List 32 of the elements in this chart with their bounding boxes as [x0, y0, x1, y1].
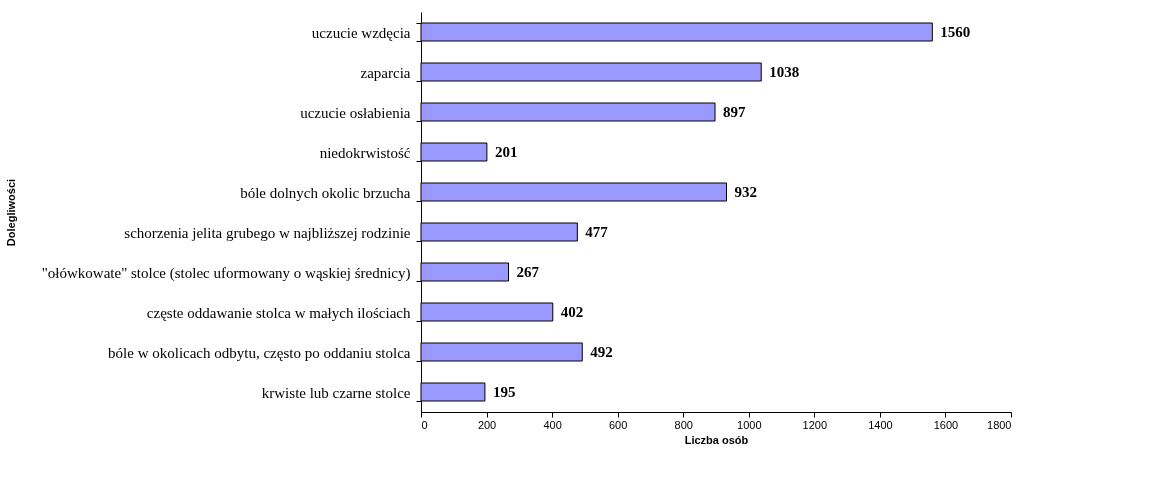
- data-label: 195: [492, 384, 516, 400]
- y-tick-label: zaparcia: [360, 64, 411, 81]
- x-tick-label: 1800: [987, 418, 1012, 431]
- x-tick-label: 800: [674, 418, 693, 431]
- y-tick-label: "ołówkowate" stolce (stolec uformowany o wąskiej średnicy): [41, 264, 411, 282]
- y-tick-label: bóle dolnych okolic brzucha: [240, 184, 411, 201]
- y-tick-label: uczucie osłabienia: [300, 104, 411, 121]
- x-tick-label: 600: [608, 418, 628, 431]
- data-label: 267: [516, 264, 540, 280]
- data-label: 492: [590, 344, 613, 360]
- y-tick-label: niedokrwistość: [319, 144, 411, 161]
- x-tick-label: 1600: [933, 418, 959, 431]
- y-tick-label: częste oddawanie stolca w małych ilościach: [146, 304, 411, 321]
- y-tick-label: schorzenia jelita grubego w najbliższej rodzinie: [124, 224, 411, 241]
- x-tick-label: 200: [477, 418, 497, 431]
- y-tick-label: bóle w okolicach odbytu, często po oddaniu stolca: [108, 344, 411, 361]
- data-label: 1560: [940, 24, 971, 40]
- y-tick-label: krwiste lub czarne stolce: [261, 384, 411, 401]
- x-tick-label: 1000: [737, 418, 762, 431]
- data-label: 897: [723, 104, 747, 120]
- x-axis-title: Liczba osób: [684, 433, 749, 446]
- data-label: 1038: [769, 64, 800, 80]
- y-tick-label: uczucie wzdęcia: [311, 24, 411, 41]
- x-tick-label: 400: [543, 418, 562, 431]
- x-tick-label: 0: [421, 418, 428, 431]
- y-axis-title: Dolegliwości: [4, 178, 17, 247]
- x-tick-label: 1200: [802, 418, 828, 431]
- x-tick-label: 1400: [868, 418, 893, 431]
- data-label: 402: [560, 304, 584, 320]
- data-label: 201: [494, 144, 518, 160]
- data-label: 477: [585, 224, 609, 240]
- data-label: 932: [734, 184, 757, 200]
